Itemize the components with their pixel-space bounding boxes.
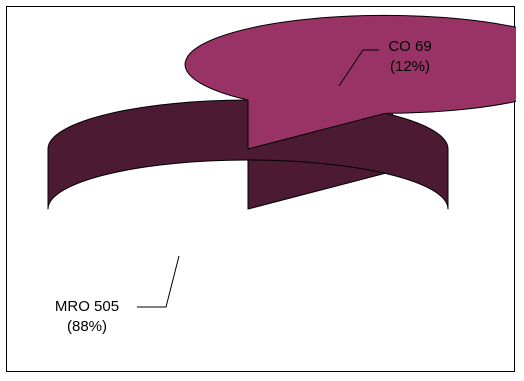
pie-chart [47, 14, 516, 308]
label-mro-name: MRO 505 [54, 298, 120, 315]
chart-frame: CO 69 (12%) MRO 505 (88%) [6, 6, 516, 372]
slice-mro-top [184, 14, 516, 150]
label-co-name: CO 69 [388, 38, 432, 55]
label-mro: MRO 505 (88%) [42, 297, 132, 337]
slice-mro-side-0 [47, 99, 449, 210]
label-mro-percent: (88%) [66, 318, 107, 335]
leader-line-mro [137, 255, 180, 308]
label-co-percent: (12%) [389, 58, 430, 75]
leader-line-co [338, 49, 379, 87]
label-co: CO 69 (12%) [365, 37, 455, 77]
